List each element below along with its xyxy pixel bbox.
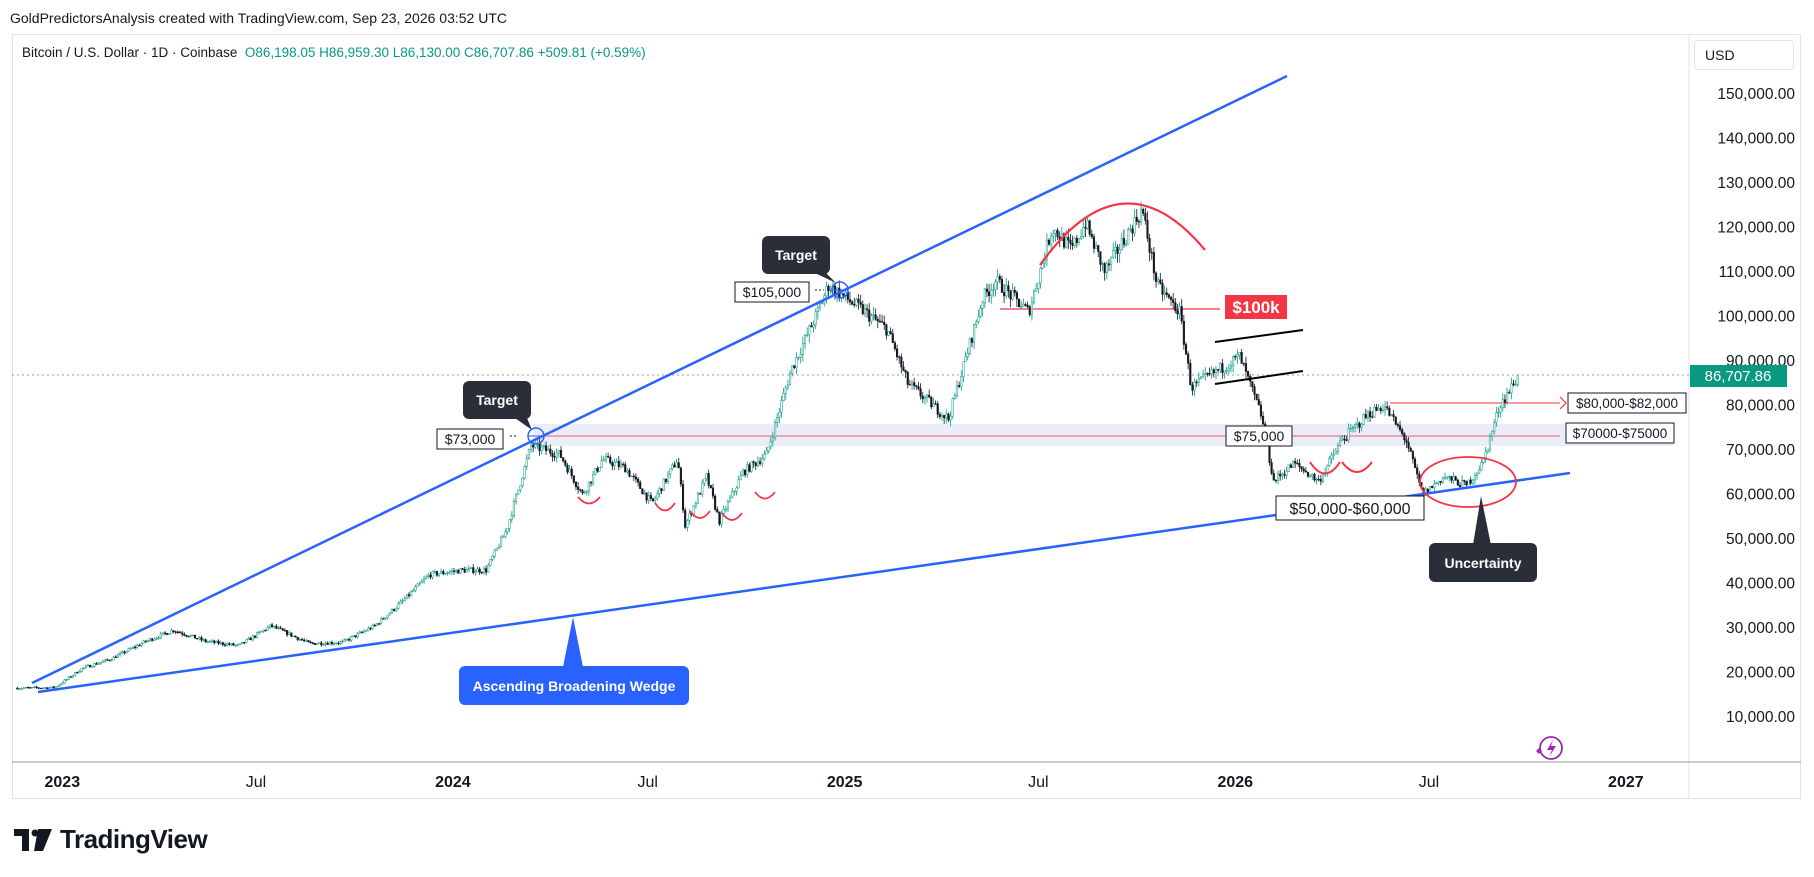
tradingview-logo[interactable]: TradingView (14, 824, 208, 855)
chart-caption: GoldPredictorsAnalysis created with Trad… (10, 10, 507, 26)
ohlc-values: O86,198.05 H86,959.30 L86,130.00 C86,707… (244, 45, 646, 60)
currency-selector[interactable]: USD (1694, 40, 1794, 70)
symbol-title: Bitcoin / U.S. Dollar · 1D · Coinbase (22, 45, 238, 60)
tradingview-wordmark: TradingView (60, 824, 208, 854)
tradingview-mark-icon (14, 828, 52, 851)
symbol-legend: Bitcoin / U.S. Dollar · 1D · Coinbase O8… (22, 45, 646, 60)
chart-frame (12, 34, 1801, 799)
